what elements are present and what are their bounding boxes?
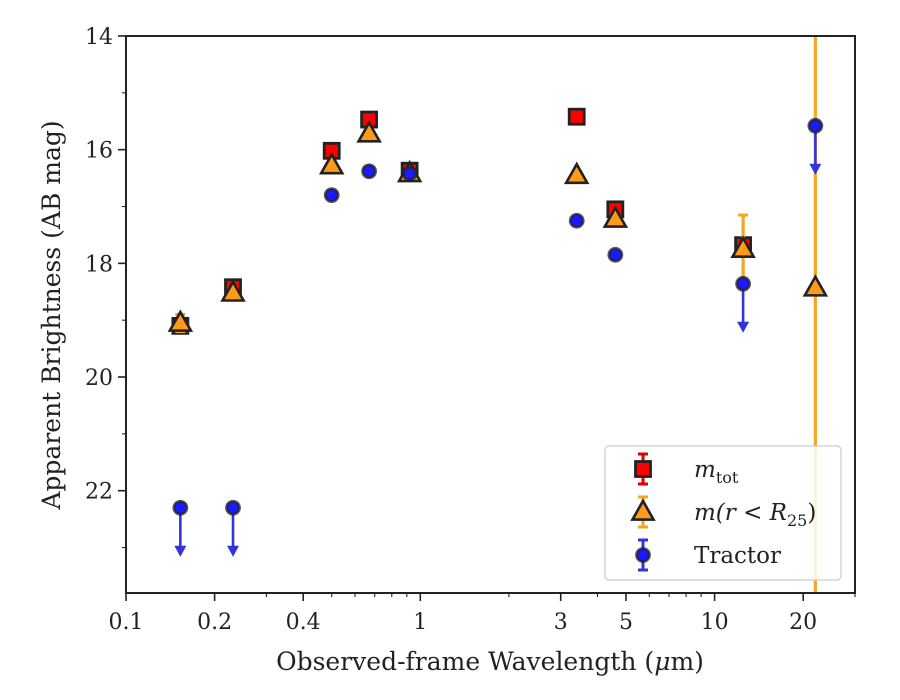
x-tick-label: 10 (701, 610, 729, 635)
data-point-triangle (802, 274, 829, 297)
legend-box (604, 445, 842, 581)
data-point-circle (172, 499, 189, 516)
x-tick-label: 3 (554, 610, 568, 635)
x-tick-label: 5 (619, 610, 633, 635)
x-tick-label: 0.4 (286, 610, 321, 635)
legend-label: m(r < R25) (694, 500, 816, 530)
series-circle (172, 117, 824, 557)
data-point-triangle (220, 279, 246, 302)
data-point-circle (607, 246, 624, 263)
upper-limit-arrowhead (174, 545, 187, 557)
data-point-circle (735, 275, 752, 292)
data-point-triangle (167, 309, 194, 332)
legend-marker-square (634, 460, 652, 478)
data-point-square (567, 107, 586, 126)
legend-label: Tractor (694, 543, 781, 569)
data-point-triangle (356, 120, 382, 143)
data-point-triangle (730, 235, 756, 259)
data-point-triangle (563, 161, 590, 185)
upper-limit-arrowhead (227, 545, 240, 557)
x-tick-label: 20 (789, 610, 817, 635)
x-axis: 0.1 0.2 0.4 1 3 5 10 20 (109, 593, 856, 635)
data-point-circle (401, 165, 418, 182)
y-tick-label: 20 (85, 366, 113, 391)
y-tick-label: 14 (85, 25, 113, 50)
legend-marker-triangle (630, 498, 656, 521)
x-tick-label: 0.2 (197, 610, 232, 635)
plot-frame (125, 35, 856, 594)
legend: mtot m(r < R25) Tractor (604, 445, 842, 581)
legend-label: mtot (694, 457, 739, 487)
data-point-circle (568, 212, 585, 229)
y-tick-label: 22 (85, 480, 113, 505)
data-point-circle (361, 163, 378, 180)
data-point-triangle (318, 151, 345, 175)
data-point-circle (807, 117, 824, 134)
legend-marker-circle (635, 547, 651, 563)
x-axis-label: Observed-frame Wavelength (μm) (276, 647, 704, 676)
data-point-triangle (602, 205, 629, 228)
x-tick-label: 0.1 (109, 610, 144, 635)
y-axis: 14 16 18 20 22 (85, 25, 126, 549)
data-point-circle (225, 499, 241, 516)
upper-limit-arrowhead (737, 321, 750, 333)
series-square (171, 107, 753, 335)
y-axis-label: Apparent Brightness (AB mag) (37, 120, 66, 510)
upper-limit-arrowhead (809, 163, 822, 175)
y-tick-label: 16 (85, 139, 113, 164)
x-tick-label: 1 (413, 610, 427, 635)
data-point-circle (323, 187, 340, 204)
y-tick-label: 18 (85, 252, 113, 277)
